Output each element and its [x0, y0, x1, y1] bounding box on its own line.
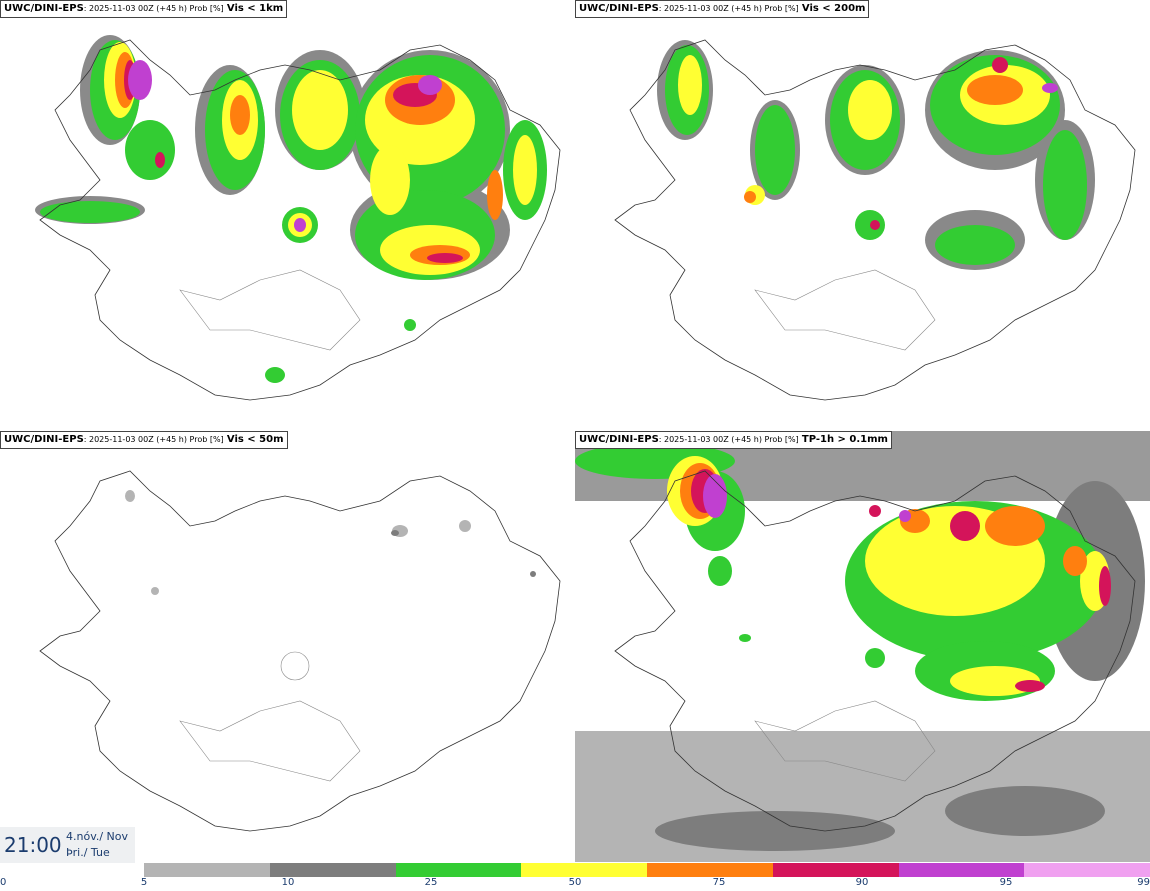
legend-color-90-95	[772, 863, 899, 877]
legend-tick: 75	[712, 877, 726, 888]
panel-title: UWC/DINI-EPS: 2025-11-03 00Z (+45 h) Pro…	[0, 0, 288, 18]
legend-color-95-99	[898, 863, 1025, 877]
run-info: : 2025-11-03 00Z (+45 h) Prob [%]	[658, 4, 799, 13]
legend-color-5-10	[144, 863, 270, 877]
map-panel-vis-200m: UWC/DINI-EPS: 2025-11-03 00Z (+45 h) Pro…	[575, 0, 1150, 431]
valid-time-box: 21:00 4.nóv./ Nov Þri./ Tue	[0, 827, 135, 863]
iceland-map-vis-200m	[614, 39, 1136, 401]
model-name: UWC/DINI-EPS	[579, 434, 659, 445]
legend-color-10-25	[269, 863, 396, 877]
valid-date: 4.nóv./ Nov	[66, 830, 129, 843]
legend-tick: 50	[568, 877, 582, 888]
legend-color-25-50	[395, 863, 522, 877]
variable-name: Vis < 1km	[226, 3, 284, 14]
run-info: : 2025-11-03 00Z (+45 h) Prob [%]	[83, 435, 224, 444]
panel-title: UWC/DINI-EPS: 2025-11-03 00Z (+45 h) Pro…	[575, 431, 892, 449]
legend-tick: 25	[424, 877, 438, 888]
map-panel-vis-1km: UWC/DINI-EPS: 2025-11-03 00Z (+45 h) Pro…	[0, 0, 575, 431]
legend-ticks: 0 5 10 25 50 75 90 95 99	[0, 877, 1150, 891]
model-name: UWC/DINI-EPS	[4, 434, 84, 445]
iceland-map-vis-50m	[39, 470, 561, 832]
model-name: UWC/DINI-EPS	[579, 3, 659, 14]
legend-color-99	[1024, 863, 1150, 877]
iceland-map-vis-1km	[35, 35, 561, 401]
legend-tick: 90	[855, 877, 869, 888]
panel-title: UWC/DINI-EPS: 2025-11-03 00Z (+45 h) Pro…	[575, 0, 870, 18]
color-legend	[144, 863, 1150, 877]
valid-weekday: Þri./ Tue	[66, 846, 110, 859]
legend-tick: 95	[999, 877, 1013, 888]
map-panel-precip: UWC/DINI-EPS: 2025-11-03 00Z (+45 h) Pro…	[575, 431, 1150, 862]
run-info: : 2025-11-03 00Z (+45 h) Prob [%]	[658, 435, 799, 444]
legend-tick: 10	[281, 877, 295, 888]
legend-tick: 5	[140, 877, 148, 888]
variable-name: Vis < 50m	[226, 434, 284, 445]
valid-hour: 21:00	[4, 833, 62, 857]
legend-color-50-75	[521, 863, 647, 877]
map-panel-vis-50m: UWC/DINI-EPS: 2025-11-03 00Z (+45 h) Pro…	[0, 431, 575, 862]
panel-title: UWC/DINI-EPS: 2025-11-03 00Z (+45 h) Pro…	[0, 431, 288, 449]
variable-name: TP-1h > 0.1mm	[801, 434, 888, 445]
legend-tick: 0	[0, 877, 7, 888]
legend-tick: 99	[1137, 877, 1150, 888]
iceland-map-precip	[575, 431, 1150, 862]
model-name: UWC/DINI-EPS	[4, 3, 84, 14]
run-info: : 2025-11-03 00Z (+45 h) Prob [%]	[83, 4, 224, 13]
legend-color-75-90	[647, 863, 773, 877]
variable-name: Vis < 200m	[801, 3, 866, 14]
